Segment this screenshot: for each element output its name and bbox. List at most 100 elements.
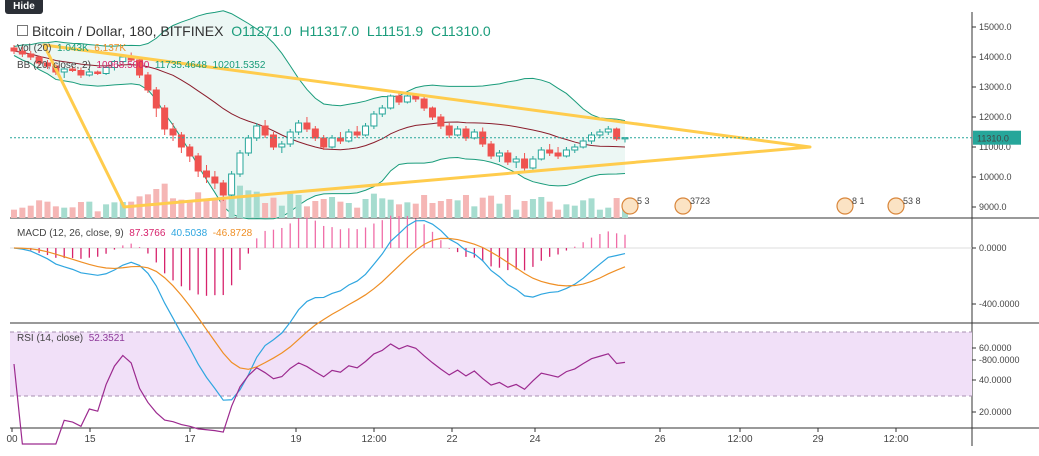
hide-button[interactable]: Hide: [5, 0, 43, 14]
vol-value-1: 1.043K: [57, 43, 89, 54]
calendar-icon[interactable]: [836, 197, 854, 215]
candle-up: [571, 146, 579, 151]
volume-bar: [119, 202, 126, 218]
candle-down: [437, 116, 445, 127]
candle-down: [177, 134, 185, 148]
candle-up: [579, 140, 587, 148]
volume-bar: [295, 195, 302, 218]
candle-up: [295, 122, 303, 133]
price-tick-label: 15000.0: [979, 22, 1012, 32]
candle-down: [412, 95, 420, 100]
volume-bar: [412, 203, 419, 218]
candle-down: [152, 89, 160, 109]
event-badge: 8 1: [836, 196, 865, 215]
volume-bar: [496, 203, 503, 218]
candle-down: [613, 128, 621, 140]
volume-bar: [563, 204, 570, 218]
volume-bar: [161, 183, 168, 218]
volume-bar: [211, 198, 218, 218]
volume-bar: [312, 201, 319, 218]
collapse-icon[interactable]: [17, 25, 28, 36]
volume-bar: [596, 209, 603, 218]
volume-bar: [186, 201, 193, 218]
candle-down: [504, 152, 512, 163]
calendar-icon[interactable]: [674, 197, 692, 215]
time-tick-label: 00: [6, 434, 18, 445]
bb-basis-value: 10968.5000: [96, 60, 150, 71]
candle-down: [10, 47, 18, 52]
time-tick-label: 24: [529, 434, 541, 445]
volume-bar: [228, 187, 235, 218]
macd-tick-label: -800.0000: [979, 355, 1020, 365]
volume-bar: [379, 198, 386, 218]
signal-line: [13, 237, 626, 370]
volume-bar: [370, 193, 377, 218]
candle-down: [462, 128, 470, 139]
vol-legend[interactable]: Vol (20) 1.043K 6.137K: [17, 43, 126, 54]
volume-bar: [437, 201, 444, 218]
rsi-legend[interactable]: RSI (14, close) 52.3521: [17, 333, 125, 344]
candle-up: [387, 95, 395, 109]
candle-down: [303, 122, 311, 130]
event-badge: 5 3: [621, 196, 650, 215]
volume-bar: [362, 199, 369, 218]
candle-down: [353, 131, 361, 136]
volume-bar: [111, 202, 118, 218]
volume-bar: [462, 195, 469, 218]
price-tick-label: 12000.0: [979, 112, 1012, 122]
volume-bar: [77, 202, 84, 218]
volume-bar: [36, 200, 43, 218]
volume-bar: [605, 207, 612, 218]
volume-bar: [513, 209, 520, 218]
price-tick-label: 11000.0: [979, 142, 1011, 152]
open-value: O11271.0: [231, 23, 292, 39]
event-label: 5 3: [637, 196, 650, 206]
candle-up: [403, 95, 411, 103]
volume-bar: [396, 204, 403, 218]
calendar-icon[interactable]: [621, 197, 639, 215]
candle-up: [621, 137, 629, 140]
volume-bar: [571, 205, 578, 218]
macd-legend[interactable]: MACD (12, 26, close, 9) 87.3766 40.5038 …: [17, 228, 252, 239]
time-tick-label: 22: [446, 434, 458, 445]
candle-down: [521, 158, 529, 169]
volume-bar: [337, 201, 344, 218]
candle-down: [261, 125, 269, 136]
calendar-icon[interactable]: [887, 197, 905, 215]
volume-bar: [479, 197, 486, 218]
volume-bar: [86, 201, 93, 218]
event-badge: 53 8: [887, 196, 921, 215]
candle-down: [94, 71, 102, 74]
candle-down: [269, 134, 277, 148]
volume-bar: [278, 205, 285, 218]
rsi-tick-label: 40.0000: [979, 375, 1012, 385]
volume-bar: [236, 185, 243, 218]
rsi-tick-label: 60.0000: [979, 343, 1012, 353]
event-label: 3723: [690, 196, 710, 206]
candle-up: [470, 131, 478, 139]
candle-up: [328, 137, 336, 148]
candle-down: [428, 107, 436, 118]
volume-bar: [555, 209, 562, 218]
bb-legend[interactable]: BB (20, close, 2) 10968.5000 11735.4648 …: [17, 60, 265, 71]
volume-bar: [354, 207, 361, 218]
rsi-label: RSI (14, close): [17, 333, 84, 344]
event-label: 53 8: [903, 196, 921, 206]
candle-down: [144, 74, 152, 91]
macd-hist-value: 87.3766: [129, 228, 166, 239]
macd-tick-label: 0.0000: [979, 243, 1007, 253]
candle-up: [362, 125, 370, 136]
bb-label: BB (20, close, 2): [17, 60, 91, 71]
candle-up: [278, 143, 286, 148]
volume-bar: [613, 198, 620, 218]
high-value: H11317.0: [299, 23, 360, 39]
candle-up: [604, 128, 612, 133]
volume-bar: [27, 205, 34, 218]
close-value: C11310.0: [431, 23, 491, 39]
volume-bar: [253, 191, 260, 218]
candle-up: [253, 125, 261, 139]
candle-up: [236, 152, 244, 175]
volume-bar: [303, 206, 310, 218]
candle-up: [370, 113, 378, 127]
